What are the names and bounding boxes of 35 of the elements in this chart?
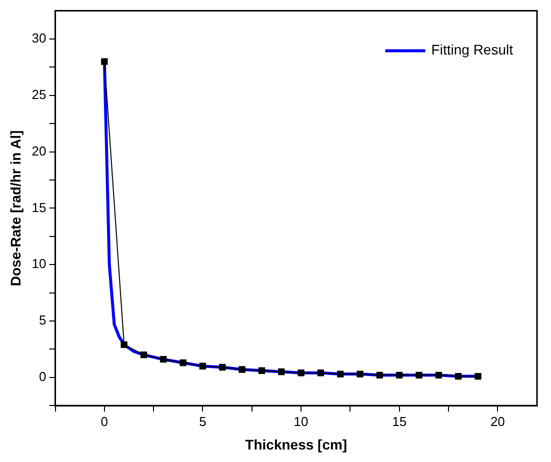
y-axis-title: Dose-Rate [rad/hr in Al] [7,130,24,286]
point [435,372,442,378]
point [337,370,344,378]
point [140,352,148,358]
point [455,372,462,380]
x-tick-label: 15 [392,414,407,429]
point [396,372,403,378]
point [160,356,167,363]
legend-label: Fitting Result [431,42,514,58]
x-tick-label: 10 [294,414,308,429]
point [120,341,128,348]
point [356,370,364,378]
y-tick-label: 25 [32,86,46,102]
x-tick-label: 0 [100,414,108,429]
point [278,368,285,376]
x-axis-title: Thickness [cm] [245,436,348,452]
point [180,359,186,366]
y-tick-label: 20 [32,143,46,158]
point [376,372,384,378]
point [238,366,246,373]
point [317,370,324,376]
point [101,58,108,65]
point [199,362,206,370]
x-tick-label: 20 [490,414,505,429]
y-tick-label: 10 [32,256,46,272]
y-tick-label: 5 [39,312,46,328]
point [298,370,304,376]
y-tick-label: 30 [32,30,46,46]
point [416,372,422,378]
point [219,364,226,371]
point [474,372,482,380]
x-tick-label: 5 [199,414,206,429]
y-tick-label: 15 [32,200,46,215]
point [258,367,266,374]
y-tick-label: 0 [39,368,46,384]
